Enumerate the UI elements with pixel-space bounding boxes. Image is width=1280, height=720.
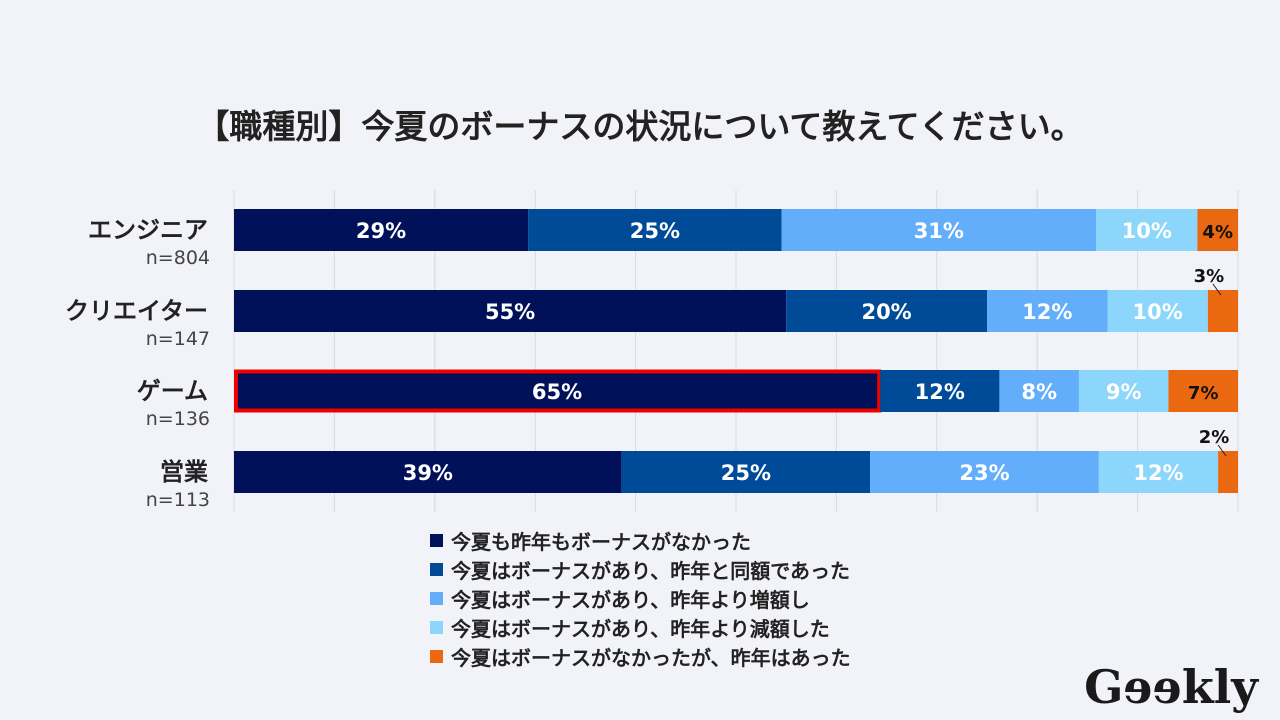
sample-size-label: n=136 — [146, 408, 210, 430]
bar-segment — [781, 209, 1097, 251]
data-label: 31% — [914, 219, 964, 243]
data-label: 55% — [485, 300, 535, 324]
data-label: 9% — [1106, 380, 1142, 404]
category-label: クリエイター — [65, 297, 208, 325]
bar-segment — [1098, 451, 1219, 493]
bar-segment — [528, 209, 782, 251]
sample-size-label: n=804 — [146, 247, 210, 269]
bar-segment — [1218, 451, 1238, 493]
legend-item: 今夏も昨年もボーナスがなかった — [430, 526, 851, 555]
category-label: ゲーム — [137, 377, 208, 405]
data-label: 3% — [1194, 266, 1225, 287]
category-label: エンジニア — [88, 216, 208, 244]
legend-label: 今夏はボーナスがあり、昨年より減額した — [451, 617, 830, 641]
legend-label: 今夏はボーナスがあり、昨年より増額し — [451, 588, 810, 612]
highlight-box — [234, 369, 882, 413]
data-label: 65% — [532, 380, 582, 404]
bar-segment — [234, 451, 622, 493]
legend-swatch — [430, 592, 443, 605]
data-label: 29% — [356, 219, 406, 243]
bar-segment — [786, 290, 987, 332]
data-label: 10% — [1133, 300, 1183, 324]
bar-segment — [1078, 370, 1169, 412]
data-label: 4% — [1202, 222, 1233, 243]
bar-segment — [1096, 209, 1198, 251]
legend-swatch — [430, 650, 443, 663]
legend: 今夏も昨年もボーナスがなかった今夏はボーナスがあり、昨年と同額であった 今夏はボー… — [430, 526, 851, 671]
data-label: 12% — [1133, 461, 1183, 485]
sample-size-label: n=113 — [146, 489, 210, 511]
geekly-logo: Geekly — [1084, 660, 1258, 714]
legend-item: 今夏はボーナスがあり、昨年より減額した — [430, 613, 851, 642]
bar-segment — [1207, 290, 1238, 332]
bar-segment — [870, 451, 1099, 493]
data-label: 10% — [1122, 219, 1172, 243]
bar-segment — [1197, 209, 1238, 251]
data-label: 2% — [1199, 427, 1230, 448]
legend-swatch — [430, 563, 443, 576]
bar-segment — [1168, 370, 1238, 412]
bar-segment — [621, 451, 871, 493]
data-label: 39% — [403, 461, 453, 485]
legend-item: 今夏はボーナスがあり、昨年と同額であった — [430, 555, 851, 584]
data-label: 25% — [721, 461, 771, 485]
bar-segment — [880, 370, 1000, 412]
data-label: 25% — [630, 219, 680, 243]
data-label: 12% — [915, 380, 965, 404]
data-label: 8% — [1021, 380, 1057, 404]
chart-title: 【職種別】今夏のボーナスの状況について教えてください。 — [196, 107, 1084, 146]
legend-label: 今夏はボーナスがなかったが、昨年はあった — [451, 646, 851, 670]
bar-segment — [999, 370, 1079, 412]
data-label: 12% — [1022, 300, 1072, 324]
legend-item: 今夏はボーナスがあり、昨年より増額し — [430, 584, 851, 613]
bar-segment — [1107, 290, 1208, 332]
legend-swatch — [430, 621, 443, 634]
legend-label: 今夏はボーナスがあり、昨年と同額であった — [451, 559, 850, 583]
bar-segment — [234, 209, 529, 251]
sample-size-label: n=147 — [146, 328, 210, 350]
data-label: 20% — [861, 300, 911, 324]
legend-item: 今夏はボーナスがなかったが、昨年はあった — [430, 642, 851, 671]
leader-line — [1217, 444, 1227, 457]
data-label: 7% — [1188, 383, 1219, 404]
legend-label: 今夏も昨年もボーナスがなかった — [451, 530, 751, 554]
leader-line — [1212, 283, 1222, 296]
bar-segment — [234, 370, 881, 412]
data-label: 23% — [959, 461, 1009, 485]
category-label: 営業 — [160, 458, 208, 486]
legend-swatch — [430, 534, 443, 547]
bar-segment — [234, 290, 787, 332]
bar-segment — [987, 290, 1108, 332]
